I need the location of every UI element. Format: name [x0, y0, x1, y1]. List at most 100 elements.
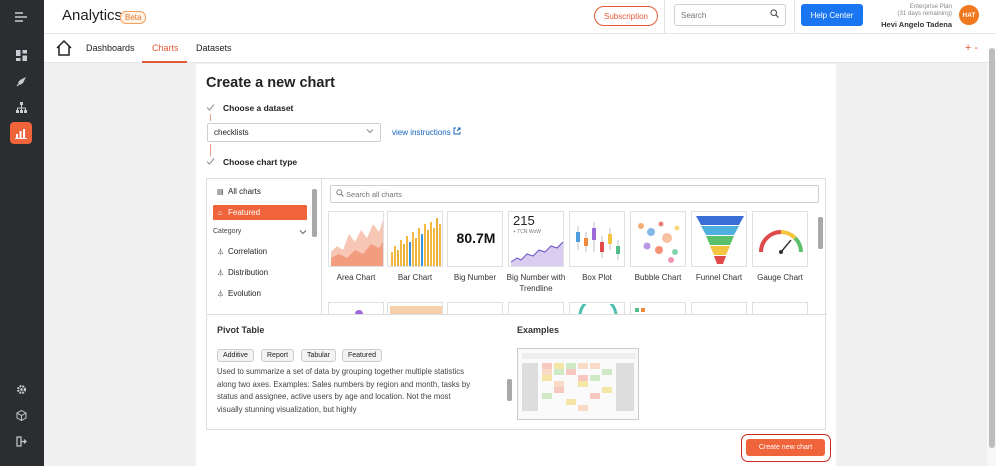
examples-title: Examples [517, 325, 560, 335]
search-input[interactable] [675, 5, 763, 26]
chart-thumb-bar[interactable] [387, 211, 443, 267]
chart-thumb-big-number-trendline[interactable]: 215 + TCN WoW [508, 211, 564, 267]
view-instructions-link[interactable]: view instructions [392, 127, 461, 137]
chart-label-box-plot[interactable]: Box Plot [582, 273, 612, 282]
rocket-icon[interactable] [10, 70, 32, 92]
category-evolution[interactable]: ⏃ Evolution [213, 286, 307, 301]
category-label: Distribution [228, 268, 269, 277]
chart-label-gauge[interactable]: Gauge Chart [757, 273, 803, 282]
chart-search-input[interactable] [346, 188, 746, 201]
cube-icon[interactable] [10, 404, 32, 426]
category-distribution[interactable]: ⏃ Distribution [213, 265, 307, 280]
category-label: Featured [228, 208, 261, 217]
chart-description: Used to summarize a set of data by group… [217, 367, 471, 414]
page-scrollbar-thumb[interactable] [989, 48, 995, 448]
create-chart-card: Create a new chart Choose a dataset chec… [196, 64, 836, 466]
chart-label-bar[interactable]: Bar Chart [397, 273, 433, 282]
tag-additive: Additive [217, 349, 254, 362]
category-correlation[interactable]: ⏃ Correlation [213, 244, 307, 259]
subscription-button[interactable]: Subscription [594, 6, 658, 26]
tab-charts[interactable]: Charts [152, 43, 179, 53]
user-name[interactable]: Hevi Angelo Tadena [881, 20, 952, 29]
step-choose-chart-type: Choose chart type [223, 157, 298, 167]
chart-search[interactable] [330, 185, 819, 203]
chart-thumb-partial[interactable] [691, 302, 747, 314]
chart-thumb-partial[interactable] [328, 302, 384, 314]
chart-grid-scrollbar[interactable] [818, 217, 823, 249]
chart-label-area[interactable]: Area Chart [336, 273, 376, 282]
header-divider [794, 0, 795, 34]
step-choose-dataset: Choose a dataset [223, 103, 294, 113]
panel-divider [207, 314, 827, 315]
chart-label-bubble[interactable]: Bubble Chart [634, 273, 682, 282]
collapse-menu-icon[interactable] [10, 6, 32, 28]
view-instructions-label[interactable]: view instructions [392, 128, 451, 137]
active-tab-indicator [142, 61, 187, 63]
chart-thumb-gauge[interactable] [752, 211, 808, 267]
chart-thumb-partial[interactable] [387, 302, 443, 314]
trendline-sub-preview: + TCN WoW [513, 229, 542, 235]
org-chart-icon[interactable] [10, 96, 32, 118]
step-connector [210, 144, 211, 156]
top-header: Analytics Beta Subscription Help Center … [44, 0, 996, 34]
trendline-number-preview: 215 [513, 213, 535, 228]
chart-thumb-partial[interactable] [508, 302, 564, 314]
category-scrollbar[interactable] [312, 189, 317, 237]
chart-thumb-bubble[interactable] [630, 211, 686, 267]
category-all-charts[interactable]: ▤ All charts [213, 184, 307, 199]
left-sidebar [0, 0, 44, 466]
tag-tabular: Tabular [301, 349, 336, 362]
plan-remaining: (31 days remaining) [897, 10, 952, 17]
avatar[interactable]: HAT [959, 5, 979, 25]
category-icon: ⏃ [217, 270, 224, 277]
external-link-icon[interactable] [453, 127, 461, 137]
global-search[interactable] [674, 4, 786, 26]
chart-thumb-funnel[interactable] [691, 211, 747, 267]
dashboard-icon[interactable] [10, 44, 32, 66]
add-new-menu[interactable]: + - [964, 42, 978, 54]
help-center-button[interactable]: Help Center [801, 4, 863, 26]
tab-dashboards[interactable]: Dashboards [86, 43, 135, 53]
chart-thumb-big-number[interactable]: 80.7M [447, 211, 503, 267]
search-icon[interactable] [770, 9, 779, 20]
page-title: Create a new chart [206, 75, 335, 91]
flame-icon: ♨ [217, 210, 224, 217]
category-heading-label: Category [213, 228, 242, 235]
dataset-select[interactable]: checklists [207, 123, 381, 142]
chart-thumb-box-plot[interactable] [569, 211, 625, 267]
selected-chart-title: Pivot Table [217, 325, 265, 335]
settings-gear-icon[interactable] [10, 378, 32, 400]
chevron-down-icon[interactable] [299, 228, 307, 238]
category-icon: ⏃ [217, 249, 224, 256]
description-scrollbar[interactable] [507, 379, 512, 401]
chart-thumb-area[interactable] [328, 211, 384, 267]
plan-info: Enterprise Plan (31 days remaining) [870, 3, 952, 17]
step-check-icon [206, 157, 215, 166]
chart-thumb-partial[interactable] [569, 302, 625, 314]
chart-label-big-number[interactable]: Big Number [453, 273, 497, 282]
step-connector [210, 114, 211, 121]
chart-thumb-partial[interactable] [447, 302, 503, 314]
chart-thumb-partial[interactable] [752, 302, 808, 314]
category-list: ▤ All charts ♨ Featured Category ⏃ Correlat… [207, 179, 322, 314]
header-divider [664, 0, 665, 34]
home-icon[interactable] [55, 39, 73, 57]
create-new-chart-button[interactable]: Create new chart [746, 439, 825, 456]
analytics-icon[interactable] [10, 122, 32, 144]
example-pivot-table-image[interactable] [517, 348, 639, 420]
category-label: All charts [228, 187, 261, 196]
category-icon: ⏃ [217, 291, 224, 298]
tag-featured: Featured [342, 349, 383, 362]
list-icon: ▤ [217, 189, 224, 196]
tab-datasets[interactable]: Datasets [196, 43, 232, 53]
category-featured[interactable]: ♨ Featured [213, 205, 307, 220]
category-label: Evolution [228, 289, 261, 298]
chart-thumb-partial[interactable] [630, 302, 686, 314]
logout-icon[interactable] [10, 430, 32, 452]
chart-label-funnel[interactable]: Funnel Chart [695, 273, 743, 282]
chart-label-big-number-trendline[interactable]: Big Number with Trendline [506, 273, 566, 293]
category-heading[interactable]: Category [213, 228, 307, 235]
dataset-value: checklists [214, 128, 249, 137]
plan-name: Enterprise Plan [909, 3, 952, 10]
chevron-down-icon[interactable] [366, 124, 374, 141]
